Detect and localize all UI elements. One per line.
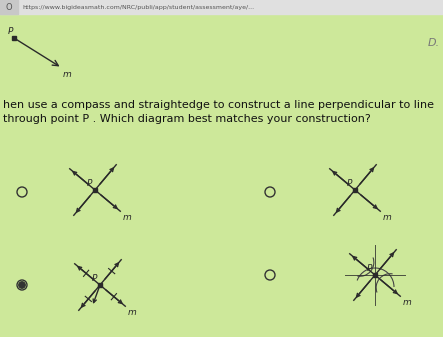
Text: m: m (127, 308, 136, 317)
Text: P: P (367, 264, 372, 273)
Text: O: O (6, 2, 12, 11)
Text: P: P (346, 179, 352, 188)
Text: P: P (87, 179, 92, 188)
Text: m: m (122, 213, 131, 222)
Text: through point P . Which diagram best matches your construction?: through point P . Which diagram best mat… (3, 114, 371, 124)
Text: P: P (92, 274, 97, 283)
Text: https://www.bigideasmath.com/NRC/publi/app/student/assessment/aye/...: https://www.bigideasmath.com/NRC/publi/a… (22, 4, 254, 9)
Text: m: m (382, 213, 391, 222)
Text: m: m (63, 70, 72, 79)
Text: P: P (8, 27, 13, 36)
Text: D.: D. (428, 38, 440, 48)
Text: hen use a compass and straightedge to construct a line perpendicular to line: hen use a compass and straightedge to co… (3, 100, 434, 110)
Circle shape (19, 282, 25, 288)
Bar (0, 0, 443, 14)
Bar (0, 0, 18, 14)
Text: m: m (402, 298, 411, 307)
